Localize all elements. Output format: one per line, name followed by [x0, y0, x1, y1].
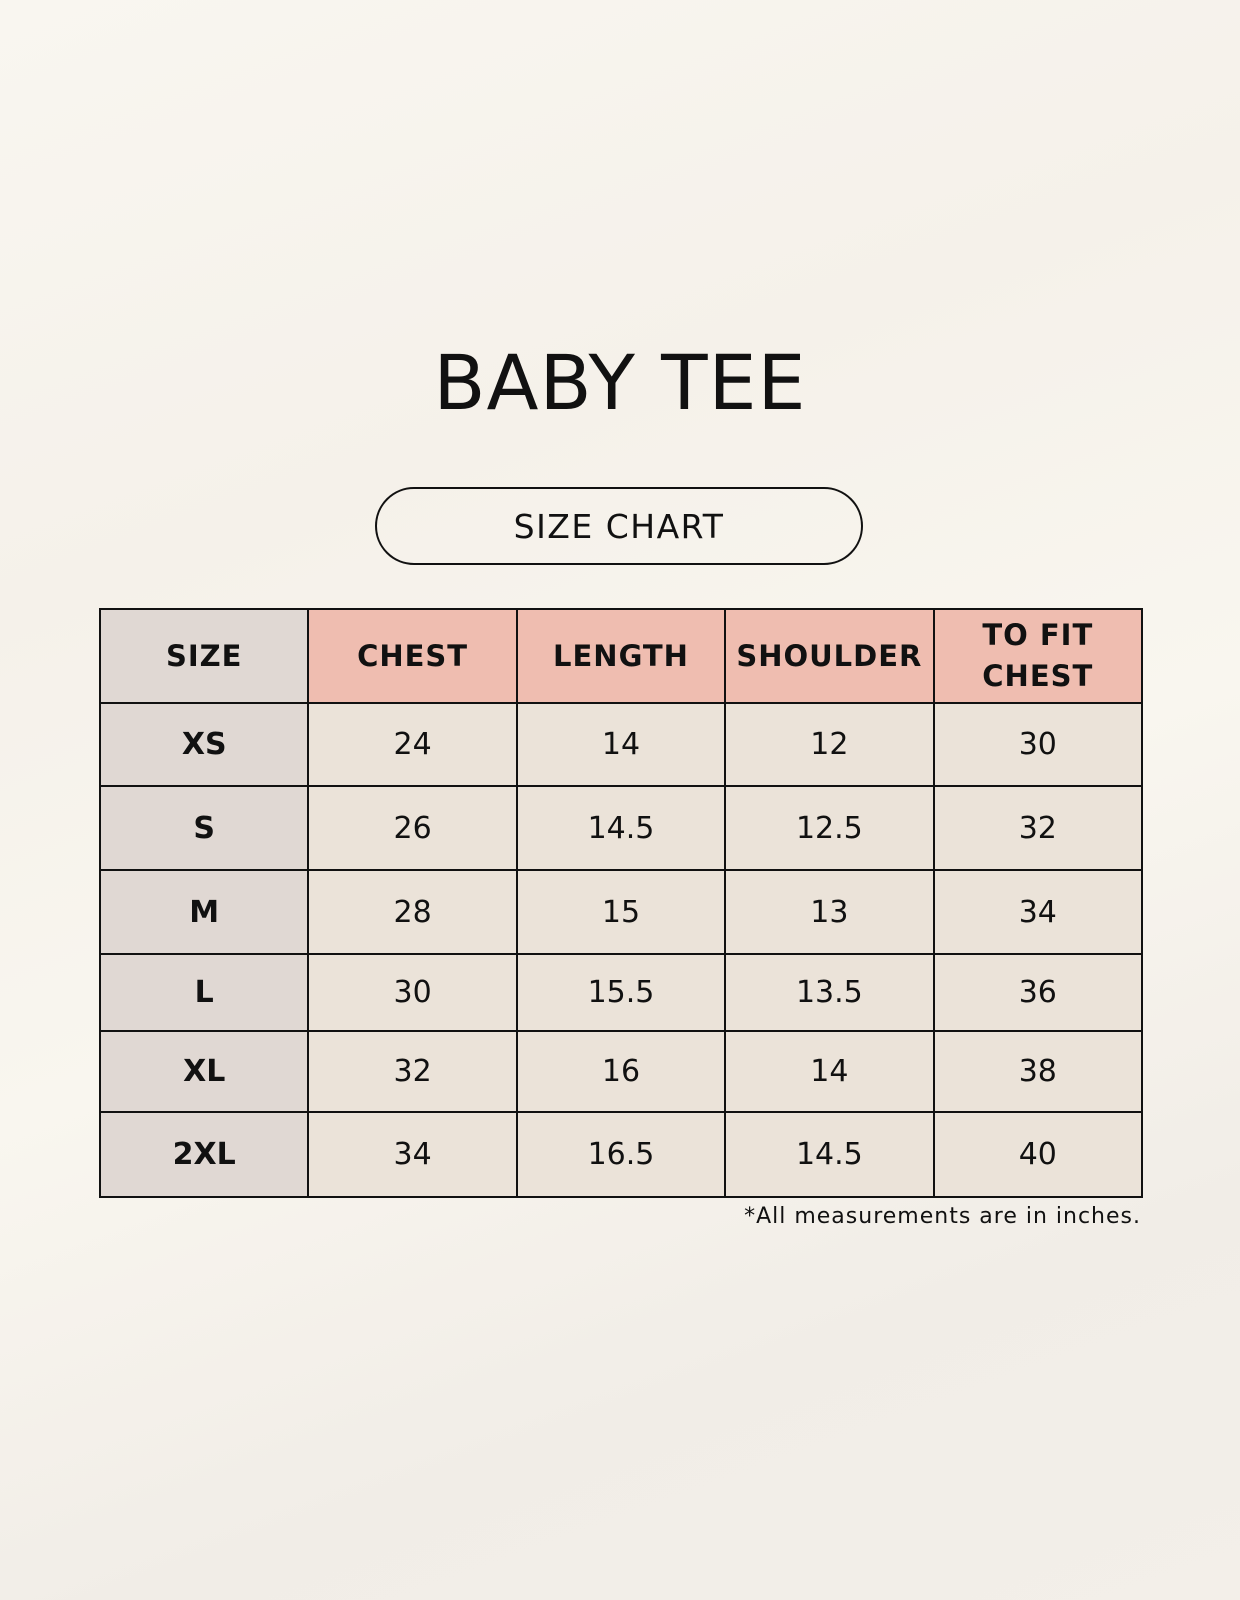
value-cell: 32 — [932, 785, 1144, 871]
value-cell: 13.5 — [724, 953, 935, 1032]
column-header: SHOULDER — [724, 608, 935, 704]
value-cell: 12.5 — [724, 785, 935, 871]
value-cell: 15 — [515, 869, 727, 955]
value-cell: 34 — [307, 1111, 518, 1198]
size-cell: M — [98, 869, 310, 955]
value-cell: 24 — [307, 702, 518, 787]
value-cell: 32 — [307, 1030, 518, 1113]
table-row: XS 24 14 12 30 — [98, 702, 1144, 787]
table-row: XL 32 16 14 38 — [98, 1030, 1144, 1113]
size-cell: XL — [98, 1030, 310, 1113]
size-cell: XS — [98, 702, 310, 787]
value-cell: 14.5 — [724, 1111, 935, 1198]
table-body: XS 24 14 12 30 S 26 14.5 12.5 32 M 28 15 13 34 L 30 15.5 1… — [98, 702, 1144, 1198]
table-row: M 28 15 13 34 — [98, 869, 1144, 955]
size-chart-badge: SIZE CHART — [375, 487, 863, 565]
table-row: S 26 14.5 12.5 32 — [98, 785, 1144, 871]
value-cell: 38 — [932, 1030, 1144, 1113]
table-row: 2XL 34 16.5 14.5 40 — [98, 1111, 1144, 1198]
column-header: SIZE — [98, 608, 310, 704]
page-title: BABY TEE — [433, 338, 807, 427]
column-header: LENGTH — [515, 608, 727, 704]
value-cell: 14 — [515, 702, 727, 787]
value-cell: 30 — [307, 953, 518, 1032]
size-cell: 2XL — [98, 1111, 310, 1198]
value-cell: 26 — [307, 785, 518, 871]
value-cell: 14 — [724, 1030, 935, 1113]
value-cell: 30 — [932, 702, 1144, 787]
value-cell: 36 — [932, 953, 1144, 1032]
footnote: *All measurements are in inches. — [744, 1204, 1141, 1229]
size-cell: L — [98, 953, 310, 1032]
table-row: L 30 15.5 13.5 36 — [98, 953, 1144, 1032]
value-cell: 12 — [724, 702, 935, 787]
value-cell: 34 — [932, 869, 1144, 955]
size-cell: S — [98, 785, 310, 871]
value-cell: 40 — [932, 1111, 1144, 1198]
value-cell: 16.5 — [515, 1111, 727, 1198]
column-header: CHEST — [307, 608, 518, 704]
value-cell: 14.5 — [515, 785, 727, 871]
value-cell: 16 — [515, 1030, 727, 1113]
value-cell: 13 — [724, 869, 935, 955]
value-cell: 28 — [307, 869, 518, 955]
value-cell: 15.5 — [515, 953, 727, 1032]
size-table: SIZE CHEST LENGTH SHOULDER TO FIT CHEST XS 24… — [98, 608, 1144, 1198]
header-row: SIZE CHEST LENGTH SHOULDER TO FIT CHEST — [98, 608, 1144, 704]
column-header: TO FIT CHEST — [932, 608, 1144, 704]
